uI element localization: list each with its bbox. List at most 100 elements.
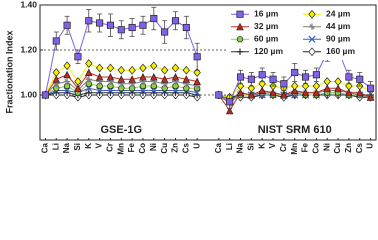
- marker: [85, 89, 92, 96]
- x-tick-label: Li: [225, 143, 234, 150]
- marker: [301, 88, 310, 97]
- marker: [139, 86, 147, 95]
- x-tick-label: Cr: [279, 143, 288, 152]
- legend-marker: [236, 36, 244, 43]
- marker: [334, 84, 342, 92]
- marker: [85, 59, 93, 68]
- marker: [171, 86, 180, 95]
- x-tick-label: Ni: [149, 143, 158, 151]
- marker: [290, 86, 299, 95]
- marker: [106, 86, 115, 95]
- marker: [269, 75, 277, 83]
- marker: [182, 75, 191, 83]
- x-tick-label: Cs: [355, 142, 364, 153]
- marker: [280, 91, 288, 99]
- marker: [63, 70, 71, 79]
- marker: [182, 65, 190, 75]
- legend-marker: [236, 22, 244, 31]
- marker: [323, 77, 331, 86]
- series: [41, 68, 375, 115]
- marker: [74, 53, 82, 61]
- x-tick-label: Cu: [160, 143, 169, 154]
- marker: [95, 73, 104, 81]
- marker: [258, 71, 266, 79]
- x-tick-label: Zn: [171, 143, 180, 153]
- legend-marker: [236, 48, 244, 55]
- marker: [117, 65, 125, 75]
- marker: [355, 88, 364, 97]
- x-tick-label: Co: [138, 143, 147, 154]
- y-tick-label: 1.20: [20, 44, 37, 54]
- marker: [291, 68, 299, 77]
- marker: [150, 73, 158, 81]
- marker: [312, 88, 321, 97]
- legend-label: 32 µm: [254, 21, 279, 31]
- marker: [193, 77, 201, 86]
- marker: [334, 77, 342, 86]
- marker: [139, 63, 147, 73]
- marker: [74, 84, 82, 92]
- marker: [96, 19, 104, 27]
- marker: [63, 61, 71, 71]
- marker: [160, 75, 169, 83]
- legend-label: 44 µm: [326, 21, 351, 31]
- marker: [291, 81, 299, 91]
- marker: [85, 68, 93, 77]
- legend-marker: [308, 23, 316, 30]
- marker: [139, 73, 147, 81]
- marker: [106, 73, 115, 81]
- legend-marker: [308, 35, 316, 43]
- x-tick-label: Fe: [301, 142, 310, 152]
- marker: [356, 75, 364, 83]
- marker: [139, 21, 147, 29]
- y-tick-label: 1.00: [20, 89, 37, 99]
- marker: [225, 106, 234, 115]
- marker: [85, 17, 93, 25]
- x-tick-label: Cr: [106, 143, 115, 152]
- marker: [85, 76, 92, 83]
- marker: [236, 73, 245, 81]
- x-tick-label: Li: [51, 143, 60, 150]
- marker: [345, 73, 353, 81]
- marker: [95, 86, 104, 95]
- marker: [171, 73, 180, 81]
- marker: [52, 75, 61, 83]
- marker: [74, 77, 82, 86]
- legend-label: 160 µm: [326, 46, 355, 56]
- x-tick-label: V: [268, 142, 277, 148]
- marker: [161, 28, 169, 36]
- marker: [52, 68, 60, 77]
- legend-label: 90 µm: [326, 34, 351, 44]
- x-tick-label: Cu: [333, 143, 342, 154]
- y-axis-label: Fractionation Index: [4, 30, 14, 113]
- x-tick-label: Cs: [181, 142, 190, 153]
- marker: [52, 37, 60, 45]
- legend-label: 60 µm: [254, 34, 279, 44]
- marker: [117, 26, 125, 34]
- x-tick-label: Ca: [41, 142, 50, 153]
- legend-marker: [236, 10, 244, 18]
- x-tick-label: Ni: [322, 143, 331, 151]
- marker: [41, 91, 49, 99]
- marker: [312, 81, 321, 91]
- marker: [247, 91, 256, 99]
- group-label: GSE-1G: [101, 124, 143, 136]
- marker: [312, 71, 320, 79]
- x-tick-label: Si: [246, 143, 255, 151]
- marker: [150, 61, 158, 71]
- marker: [367, 84, 375, 92]
- legend-box: [227, 6, 375, 60]
- marker: [345, 88, 353, 97]
- marker: [258, 86, 266, 95]
- marker: [323, 84, 331, 92]
- marker: [63, 21, 71, 29]
- marker: [128, 23, 136, 32]
- marker: [193, 89, 201, 97]
- marker: [106, 21, 115, 29]
- marker: [236, 88, 245, 97]
- marker: [247, 75, 255, 83]
- marker: [117, 75, 126, 83]
- marker: [95, 63, 104, 73]
- x-tick-label: Na: [62, 142, 71, 153]
